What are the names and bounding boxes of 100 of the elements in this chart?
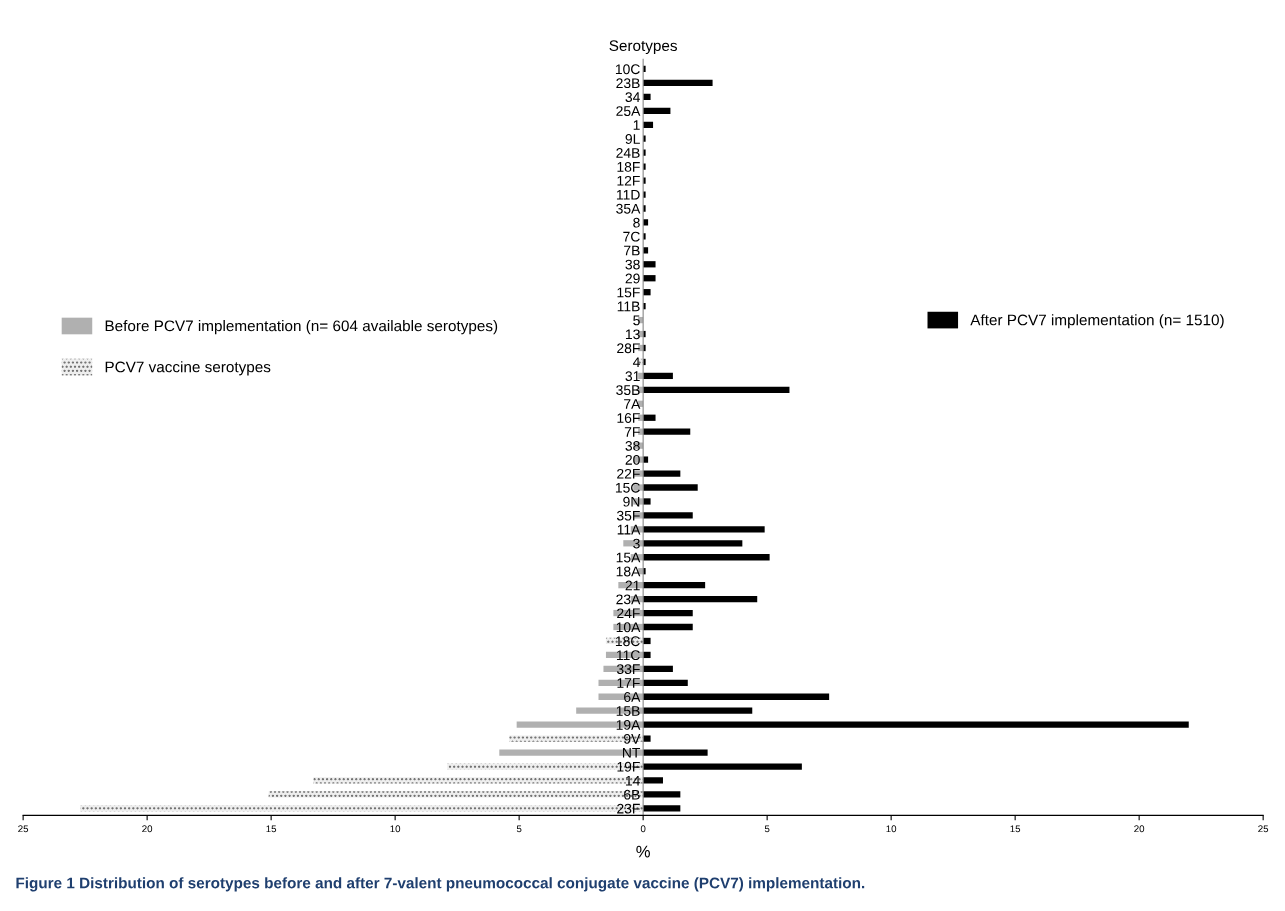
y-tick-label: 38 <box>625 259 640 270</box>
bar <box>313 777 644 784</box>
legend-label: Before PCV7 implementation (n= 604 available serotypes) <box>105 320 498 335</box>
y-tick-label: 17F <box>617 678 640 688</box>
bar <box>643 484 698 491</box>
y-tick-label: 33F <box>616 664 640 675</box>
y-tick-label: 10C <box>615 64 640 75</box>
bar <box>643 735 651 742</box>
bar <box>268 791 644 798</box>
bar <box>80 805 644 812</box>
bar <box>643 456 649 463</box>
bar <box>643 526 765 533</box>
x-tick-label: 15 <box>1010 825 1021 833</box>
bar <box>643 763 802 770</box>
y-tick-label: 24F <box>617 608 640 619</box>
x-tick-label: 10 <box>886 825 897 833</box>
y-tick-label: 23F <box>617 803 640 814</box>
y-tick-label: 22F <box>617 468 640 479</box>
bar <box>643 498 651 505</box>
y-tick-label: 7A <box>624 399 641 409</box>
y-tick-label: 20 <box>625 454 640 465</box>
bar <box>643 707 753 714</box>
bar <box>643 428 691 435</box>
bar <box>643 609 693 617</box>
y-tick-label: 14 <box>625 775 640 786</box>
x-tick-label: 15 <box>266 825 277 833</box>
y-tick-label: 7F <box>624 427 640 437</box>
bar <box>643 777 663 784</box>
y-tick-label: 23A <box>616 594 641 605</box>
bar <box>643 414 656 421</box>
x-tick-label: 25 <box>1258 825 1269 833</box>
y-tick-label: 15F <box>617 287 640 298</box>
y-tick-label: 28F <box>617 343 640 354</box>
bar <box>643 554 770 561</box>
bar <box>499 749 644 756</box>
y-tick-label: 3 <box>633 538 640 549</box>
bar <box>643 107 671 114</box>
bar <box>447 763 644 770</box>
x-tick-label: 25 <box>18 825 29 833</box>
y-tick-label: NT <box>622 748 641 758</box>
y-tick-label: 38 <box>625 440 640 451</box>
bar <box>643 679 688 686</box>
y-tick-label: 9L <box>625 134 640 144</box>
bar <box>643 582 706 589</box>
x-tick-label: 5 <box>516 825 522 833</box>
y-tick-label: 7C <box>623 231 640 242</box>
y-tick-label: 11B <box>617 301 640 312</box>
legend-label: After PCV7 implementation (n= 1510) <box>970 314 1224 329</box>
y-tick-label: 8 <box>633 217 640 228</box>
y-tick-label: 24B <box>616 148 640 158</box>
bar <box>643 372 673 380</box>
bar <box>643 805 681 812</box>
bar <box>509 735 644 742</box>
y-tick-label: 18F <box>617 161 640 172</box>
y-tick-label: 11A <box>617 524 641 535</box>
x-tick-label: 20 <box>1134 825 1145 833</box>
bar <box>643 470 681 477</box>
y-tick-label: 11C <box>616 650 640 661</box>
x-axis-title: % <box>636 845 650 858</box>
bar <box>643 623 693 631</box>
y-tick-label: 18A <box>616 566 641 577</box>
bar <box>643 791 681 798</box>
legend-label: PCV7 vaccine serotypes <box>105 361 271 376</box>
y-tick-label: 21 <box>625 580 640 591</box>
y-tick-label: 9N <box>623 496 640 507</box>
y-tick-label: 35B <box>616 385 640 396</box>
bar <box>643 595 758 603</box>
x-tick-label: 0 <box>640 825 646 833</box>
bar <box>643 261 656 268</box>
y-tick-label: 1 <box>633 120 640 130</box>
y-tick-label: 7B <box>624 245 640 256</box>
y-tick-label: 34 <box>625 92 640 103</box>
bar <box>643 693 830 700</box>
y-tick-label: 6A <box>624 692 641 702</box>
y-tick-label: 31 <box>625 371 640 382</box>
y-tick-label: 15A <box>616 552 641 563</box>
bar <box>643 665 673 672</box>
bar <box>516 721 644 728</box>
y-tick-label: 23B <box>616 78 640 89</box>
bar <box>643 512 693 519</box>
bar <box>643 275 656 282</box>
y-tick-label: 10A <box>616 622 641 633</box>
y-tick-label: 15C <box>615 482 640 493</box>
caption: Figure 1 Distribution of serotypes before and after 7-valent pneumococcal conjugate vaccine (PCV7) implementation. <box>16 877 865 892</box>
bar <box>643 386 790 393</box>
y-tick-label: 12F <box>617 175 640 186</box>
y-tick-label: 13 <box>625 329 640 340</box>
y-tick-label: 35F <box>616 510 640 521</box>
x-tick-label: 10 <box>390 825 401 833</box>
y-tick-label: 15B <box>616 706 640 716</box>
bar <box>643 540 743 547</box>
y-tick-label: 19F <box>617 761 640 772</box>
y-tick-label: 6B <box>624 789 640 800</box>
y-tick-label: 4 <box>632 357 640 367</box>
y-tick-label: 16F <box>617 413 640 423</box>
y-tick-label: 19A <box>616 720 641 730</box>
bar <box>643 721 1189 728</box>
y-tick-label: 18C <box>615 636 640 647</box>
y-tick-label: 35A <box>616 203 641 214</box>
y-tick-label: 11D <box>616 190 640 200</box>
